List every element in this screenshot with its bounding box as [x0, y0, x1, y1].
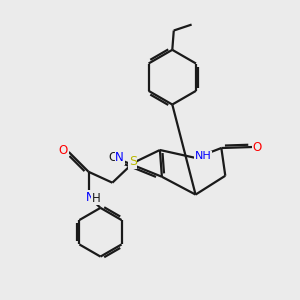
Text: O: O — [59, 144, 68, 157]
Text: C: C — [109, 151, 117, 164]
Text: S: S — [129, 155, 137, 169]
Text: O: O — [253, 140, 262, 154]
Text: N: N — [86, 191, 94, 204]
Text: N: N — [115, 151, 124, 164]
Text: NH: NH — [195, 152, 212, 161]
Text: H: H — [92, 192, 100, 205]
